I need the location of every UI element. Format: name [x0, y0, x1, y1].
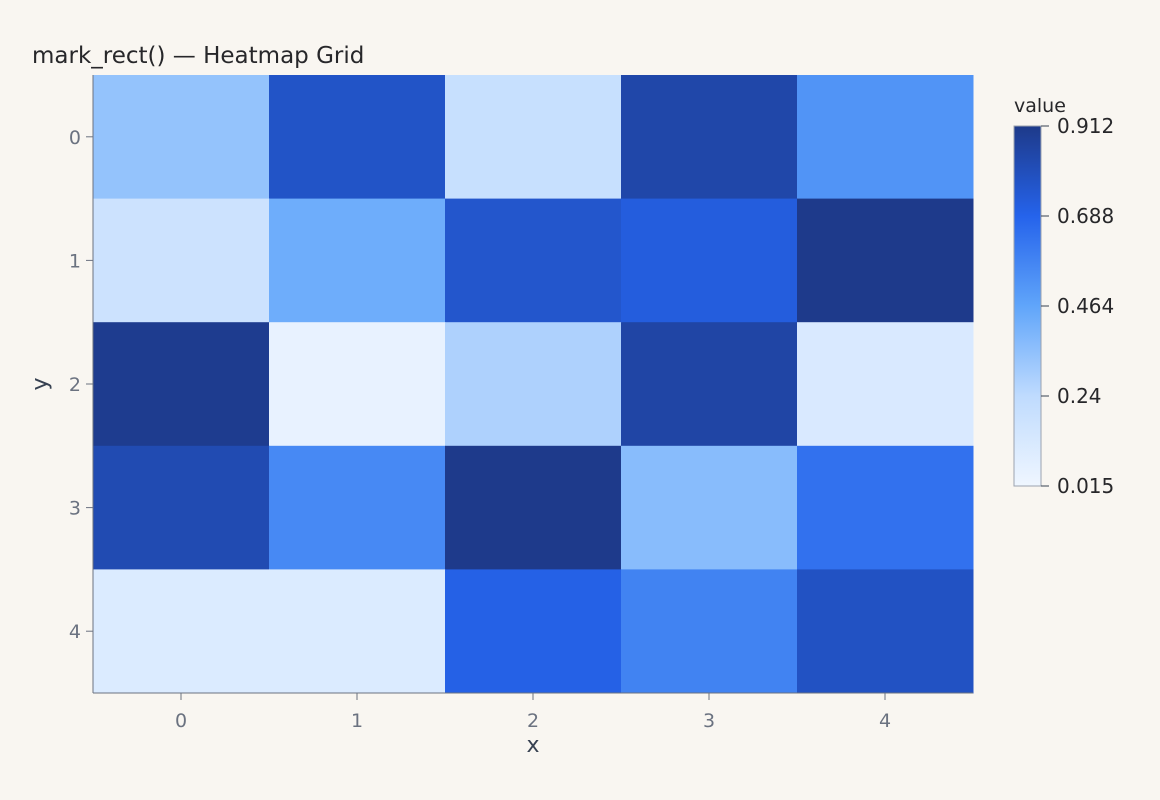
- heatmap-cell: [621, 75, 798, 200]
- legend-tick-label: 0.912: [1057, 114, 1114, 138]
- x-tick-label: 4: [879, 710, 891, 732]
- heatmap-cell: [93, 198, 270, 323]
- heatmap-cell: [797, 75, 974, 200]
- legend-tick-label: 0.688: [1057, 204, 1114, 228]
- heatmap-cell: [621, 569, 798, 694]
- legend-tick-label: 0.24: [1057, 384, 1102, 408]
- y-tick-label: 3: [69, 498, 81, 520]
- heatmap-cell: [621, 198, 798, 323]
- heatmap-cell: [93, 569, 270, 694]
- y-axis-ticks: 0 1 2 3 4: [69, 127, 93, 643]
- y-tick-label: 4: [69, 621, 81, 643]
- heatmap-cell: [445, 569, 622, 694]
- heatmap-cell: [797, 445, 974, 570]
- heatmap-cell: [445, 198, 622, 323]
- legend-tick-label: 0.464: [1057, 294, 1114, 318]
- legend-ticks: 0.912 0.688 0.464 0.24 0.015: [1041, 114, 1114, 498]
- y-tick-label: 2: [69, 374, 81, 396]
- x-tick-label: 0: [175, 710, 187, 732]
- heatmap-cell: [797, 322, 974, 447]
- y-tick-label: 1: [69, 250, 81, 272]
- heatmap-cell: [93, 445, 270, 570]
- heatmap-cell: [269, 569, 446, 694]
- color-legend: value 0.912 0.688 0.464 0.24 0.015: [1013, 95, 1114, 498]
- heatmap-cell: [797, 569, 974, 694]
- legend-title: value: [1014, 95, 1066, 117]
- heatmap-cell: [93, 75, 270, 200]
- heatmap-cell: [93, 322, 270, 447]
- heatmap-cell: [445, 322, 622, 447]
- heatmap-cell: [621, 445, 798, 570]
- heatmap-cell: [445, 445, 622, 570]
- x-axis-ticks: 0 1 2 3 4: [175, 693, 891, 732]
- y-axis-title: y: [28, 377, 53, 390]
- legend-tick-label: 0.015: [1057, 474, 1114, 498]
- heatmap-cell: [445, 75, 622, 200]
- heatmap-cells: [93, 75, 974, 694]
- heatmap-cell: [269, 198, 446, 323]
- heatmap-cell: [621, 322, 798, 447]
- legend-gradient-bar: [1013, 125, 1042, 487]
- y-tick-label: 0: [69, 127, 81, 149]
- heatmap-cell: [797, 198, 974, 323]
- x-tick-label: 2: [527, 710, 539, 732]
- x-tick-label: 1: [351, 710, 363, 732]
- heatmap-cell: [269, 445, 446, 570]
- heatmap-cell: [269, 75, 446, 200]
- chart-title: mark_rect() — Heatmap Grid: [32, 43, 364, 69]
- x-axis-title: x: [526, 733, 539, 758]
- heatmap-cell: [269, 322, 446, 447]
- x-tick-label: 3: [703, 710, 715, 732]
